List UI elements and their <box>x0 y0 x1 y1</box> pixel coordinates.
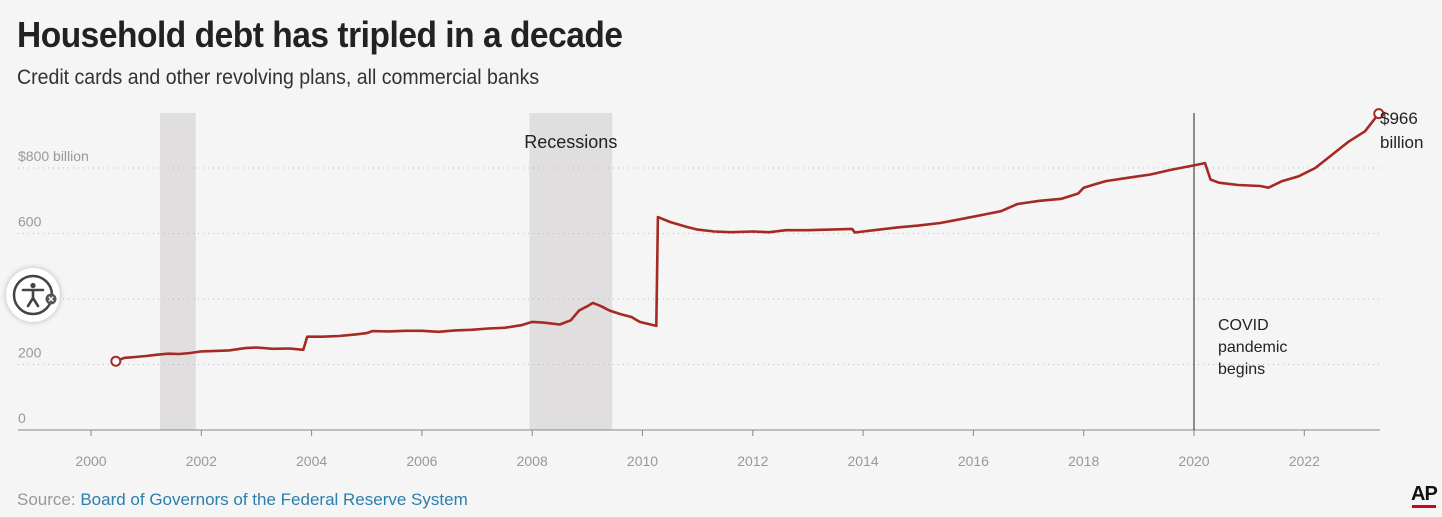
covid-event-label-line: COVID <box>1218 317 1269 334</box>
y-tick-label-600: 600 <box>18 214 42 230</box>
source-label: Source: <box>17 490 76 509</box>
x-tick-label-2004: 2004 <box>296 453 327 469</box>
recession-band-2 <box>529 113 613 430</box>
recession-band-1 <box>159 113 196 430</box>
ap-logo-underline <box>1412 505 1436 508</box>
x-tick-label-2014: 2014 <box>848 453 879 469</box>
x-tick-label-2016: 2016 <box>958 453 989 469</box>
recession-label: Recessions <box>524 132 617 152</box>
x-tick-label-2012: 2012 <box>737 453 768 469</box>
y-tick-label-800: $800 billion <box>18 148 89 164</box>
debt-series-line <box>115 112 1380 363</box>
series-start-marker <box>110 355 122 367</box>
covid-event-label: COVID pandemic begins <box>1218 317 1287 378</box>
x-tick-label-2006: 2006 <box>406 453 437 469</box>
end-value-label: $966 billion <box>1380 109 1423 152</box>
series-end-marker <box>1373 108 1385 120</box>
source-note: Source: Board of Governors of the Federa… <box>17 490 468 510</box>
x-tick-label-2022: 2022 <box>1289 453 1320 469</box>
covid-event-label-line: begins <box>1218 361 1265 378</box>
accessibility-icon <box>12 274 57 316</box>
x-tick-label-2018: 2018 <box>1068 453 1099 469</box>
y-tick-label-200: 200 <box>18 345 42 361</box>
x-tick-label-2020: 2020 <box>1178 453 1209 469</box>
chart-subtitle: Credit cards and other revolving plans, … <box>17 66 540 89</box>
y-tick-label-0: 0 <box>18 410 26 426</box>
close-icon[interactable] <box>45 293 57 305</box>
covid-event-label-line: pandemic <box>1218 339 1287 356</box>
source-link[interactable]: Board of Governors of the Federal Reserv… <box>80 490 468 509</box>
ap-logo: AP <box>1411 483 1438 505</box>
end-value-label-line: billion <box>1380 133 1423 152</box>
x-tick-label-2002: 2002 <box>186 453 217 469</box>
x-tick-label-2000: 2000 <box>75 453 106 469</box>
accessibility-widget[interactable] <box>6 268 60 322</box>
end-value-label-line: $966 <box>1380 109 1418 128</box>
x-tick-label-2008: 2008 <box>517 453 548 469</box>
chart-title: Household debt has tripled in a decade <box>17 14 623 55</box>
x-tick-label-2010: 2010 <box>627 453 658 469</box>
